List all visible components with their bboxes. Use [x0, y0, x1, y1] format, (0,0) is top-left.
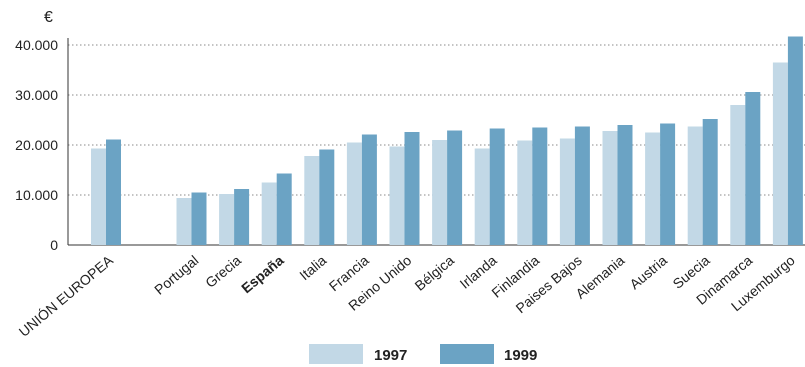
x-tick-label: Italia	[296, 252, 329, 283]
bar-1997	[645, 132, 661, 245]
bar-1999	[234, 189, 250, 245]
bar-1997	[389, 146, 405, 245]
bar-1997	[219, 194, 235, 245]
y-tick-label: 10.000	[15, 187, 58, 203]
bar-1999	[787, 36, 803, 245]
bar-1999	[617, 125, 633, 245]
bar-1999	[660, 123, 676, 245]
bars	[91, 36, 803, 245]
y-tick-label: 40.000	[15, 37, 58, 53]
bar-1997	[176, 198, 192, 245]
bar-1997	[261, 182, 277, 245]
y-tick-label: 0	[50, 237, 58, 253]
bar-1999	[574, 126, 590, 245]
y-axis-ticks: 0 10.000 20.000 30.000 40.000	[15, 37, 58, 253]
x-tick-label: Bélgica	[412, 252, 458, 294]
x-tick-label: España	[238, 252, 287, 296]
bar-1999	[191, 192, 207, 245]
bar-1997	[517, 140, 533, 245]
y-unit-label: €	[44, 9, 53, 26]
bar-1999	[532, 127, 548, 245]
y-tick-label: 30.000	[15, 87, 58, 103]
bar-1997	[91, 148, 106, 245]
bar-1997	[304, 156, 320, 245]
bar-1997	[474, 148, 490, 245]
bar-1997	[772, 62, 788, 245]
x-tick-label: Portugal	[151, 252, 201, 298]
y-tick-label: 20.000	[15, 137, 58, 153]
bar-1997	[730, 105, 746, 245]
bar-1999	[745, 92, 761, 245]
bar-1999	[319, 149, 335, 245]
x-tick-label: UNIÓN EUROPEA	[16, 252, 117, 340]
bar-1997	[432, 140, 448, 245]
bar-1997	[602, 131, 618, 245]
legend-swatch-1999	[440, 344, 494, 364]
x-tick-label: Austria	[626, 252, 670, 292]
bar-1997	[559, 138, 575, 245]
bar-1999	[404, 132, 420, 245]
legend-swatch-1997	[309, 344, 363, 364]
bar-1999	[702, 119, 718, 245]
bar-1999	[447, 130, 463, 245]
legend-label-1999: 1999	[504, 347, 537, 364]
bar-1999	[276, 173, 292, 245]
bar-1999	[106, 139, 121, 245]
legend-label-1997: 1997	[374, 347, 407, 364]
legend: 1997 1999	[309, 344, 537, 364]
bar-1997	[346, 142, 362, 245]
bar-1997	[687, 126, 703, 245]
bar-1999	[361, 134, 377, 245]
bar-1999	[489, 128, 505, 245]
